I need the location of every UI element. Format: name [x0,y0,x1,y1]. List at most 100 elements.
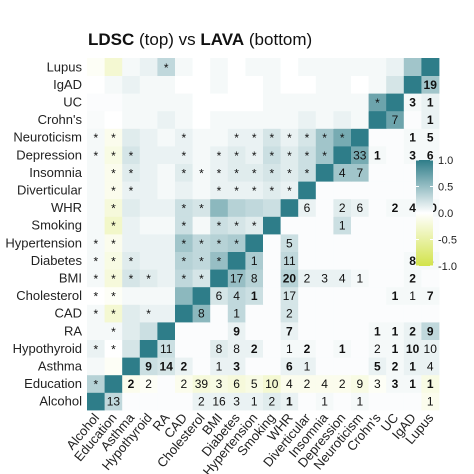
heatmap-cell [333,286,352,305]
significance-star: * [129,272,134,286]
heatmap-cell [315,304,334,323]
heatmap-cell [227,58,246,76]
significance-star: * [199,237,204,251]
heatmap-cell [368,304,387,323]
significance-star: * [375,96,380,110]
lava-count-label: 8 [409,254,416,268]
heatmap-cell [263,304,281,323]
heatmap-cell [175,163,193,182]
significance-star: * [181,149,186,163]
heatmap-cell [210,269,229,288]
lava-count-label: 39 [195,377,209,391]
heatmap-cell [333,234,352,252]
lava-count-label: 2 [392,201,399,215]
heatmap-cell [263,181,281,200]
y-axis-label: Insomnia [29,165,83,180]
y-axis-label: CAD [55,306,82,321]
lava-count-label: 7 [392,113,399,127]
heatmap-cell [192,286,211,305]
significance-star: * [322,149,327,163]
heatmap-cell [104,286,123,305]
heatmap-cell [315,374,334,393]
heatmap-cell [403,374,422,393]
significance-star: * [181,272,186,286]
lava-count-label: 5 [251,377,258,391]
colorbar-ticks: 1.0 0.5 0.0 -0.5 -1.0 [416,155,457,273]
heatmap-cell [87,58,105,76]
heatmap-cell [403,75,422,94]
significance-star: * [111,219,116,233]
heatmap-cell [333,146,352,164]
significance-star: * [93,378,98,392]
heatmap-cell [351,357,369,376]
y-axis-label: IgAD [53,77,82,92]
heatmap-cell [421,392,440,411]
heatmap-cell [87,251,105,270]
lava-count-label: 4 [233,289,240,303]
heatmap-cell [104,93,123,112]
heatmap-cell [139,146,158,164]
heatmap-cell [263,110,281,129]
heatmap-cell [263,374,281,393]
heatmap-cell [192,75,211,94]
heatmap-cell [315,181,334,200]
heatmap-cell [368,216,387,235]
heatmap-cell [386,198,405,217]
heatmap-cell [386,181,405,200]
heatmap-cell [263,128,281,147]
heatmap-cell [315,146,334,164]
colorbar-tick-label: -0.5 [438,235,457,247]
heatmap-cell [245,286,264,305]
significance-star: * [93,290,98,304]
heatmap-cell [192,146,211,164]
heatmap-cell [175,216,193,235]
heatmap-cell [351,128,369,147]
heatmap-cell [210,75,229,94]
heatmap-cell [192,269,211,288]
heatmap-cell [104,181,123,200]
heatmap-cell [192,58,211,76]
heatmap-cell [298,181,317,200]
heatmap-cell [227,339,246,358]
heatmap-cell [386,304,405,323]
heatmap-cell [192,234,211,252]
significance-star: * [305,149,310,163]
heatmap-cell [122,58,141,76]
y-axis-label: Education [24,376,82,391]
significance-stars: * * * * * * * * * * * * * * * * * * * * * * * * * * * * * * * * * * * * * * * *… [93,61,380,392]
lava-count-label: 1 [339,219,346,233]
heatmap-cell [298,198,317,217]
lava-count-label: 11 [283,254,296,268]
heatmap-cell [333,58,352,76]
heatmap-cell [104,269,123,288]
heatmap-cell [368,128,387,147]
heatmap-cell [403,357,422,376]
significance-star: * [287,131,292,145]
lava-count-label: 8 [233,342,240,356]
heatmap-cell [210,128,229,147]
heatmap-cell [139,75,158,94]
heatmap-cell [175,392,193,411]
heatmap-cell [139,93,158,112]
heatmap-cell [139,392,158,411]
significance-star: * [217,237,222,251]
heatmap-cell [421,93,440,112]
y-axis-label: Asthma [38,359,83,374]
heatmap-cell [157,181,176,200]
significance-star: * [199,166,204,180]
lava-count-label: 2 [392,360,399,374]
heatmap-cell [333,339,352,358]
heatmap-cell [104,322,123,340]
heatmap-cell [386,269,405,288]
lava-count-label: 8 [198,307,205,321]
heatmap-cell [175,251,193,270]
lava-count-label: 1 [286,342,293,356]
heatmap-cell [192,163,211,182]
heatmap-cell [175,58,193,76]
heatmap-cell [351,163,369,182]
significance-star: * [234,149,239,163]
significance-star: * [146,272,151,286]
lava-count-label: 2 [128,377,135,391]
significance-star: * [181,166,186,180]
title-part-4: (bottom) [244,30,313,49]
